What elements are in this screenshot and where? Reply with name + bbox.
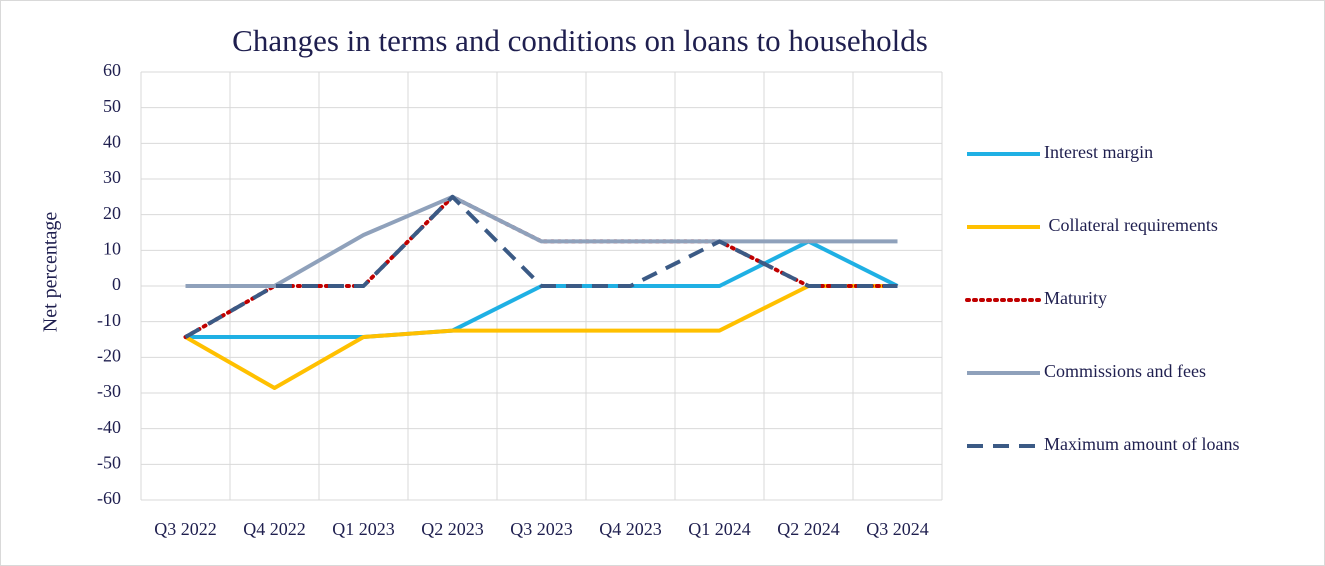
y-tick-label: 30	[103, 167, 121, 187]
y-tick-label: -20	[97, 345, 121, 365]
x-tick-label: Q3 2024	[866, 519, 929, 539]
x-tick-label: Q2 2024	[777, 519, 840, 539]
y-tick-label: -50	[97, 452, 121, 472]
y-tick-label: 50	[103, 96, 121, 116]
x-tick-label: Q1 2023	[332, 519, 395, 539]
x-tick-label: Q3 2022	[154, 519, 217, 539]
legend-label: Interest margin	[1044, 142, 1153, 162]
legend-label: Maximum amount of loans	[1044, 434, 1239, 454]
y-tick-label: 40	[103, 131, 121, 151]
x-tick-label: Q3 2023	[510, 519, 573, 539]
series-line	[185, 194, 898, 288]
x-tick-label: Q2 2023	[421, 519, 484, 539]
legend-label: Maturity	[1044, 288, 1107, 308]
y-tick-label: 60	[103, 60, 121, 80]
y-axis-label: Net percentage	[40, 212, 62, 333]
legend-label: Collateral requirements	[1044, 215, 1218, 235]
y-tick-label: -10	[97, 310, 121, 330]
y-tick-label: -60	[97, 488, 121, 508]
x-tick-label: Q4 2022	[243, 519, 306, 539]
y-tick-label: -40	[97, 417, 121, 437]
x-tick-label: Q1 2024	[688, 519, 751, 539]
x-tick-label: Q4 2023	[599, 519, 662, 539]
legend-label: Commissions and fees	[1044, 361, 1206, 381]
chart-title: Changes in terms and conditions on loans…	[232, 23, 928, 58]
y-tick-label: 20	[103, 203, 121, 223]
y-tick-label: 10	[103, 238, 121, 258]
y-tick-label: -30	[97, 381, 121, 401]
series-line	[184, 194, 898, 339]
series-line	[184, 284, 898, 391]
y-tick-label: 0	[112, 274, 121, 294]
